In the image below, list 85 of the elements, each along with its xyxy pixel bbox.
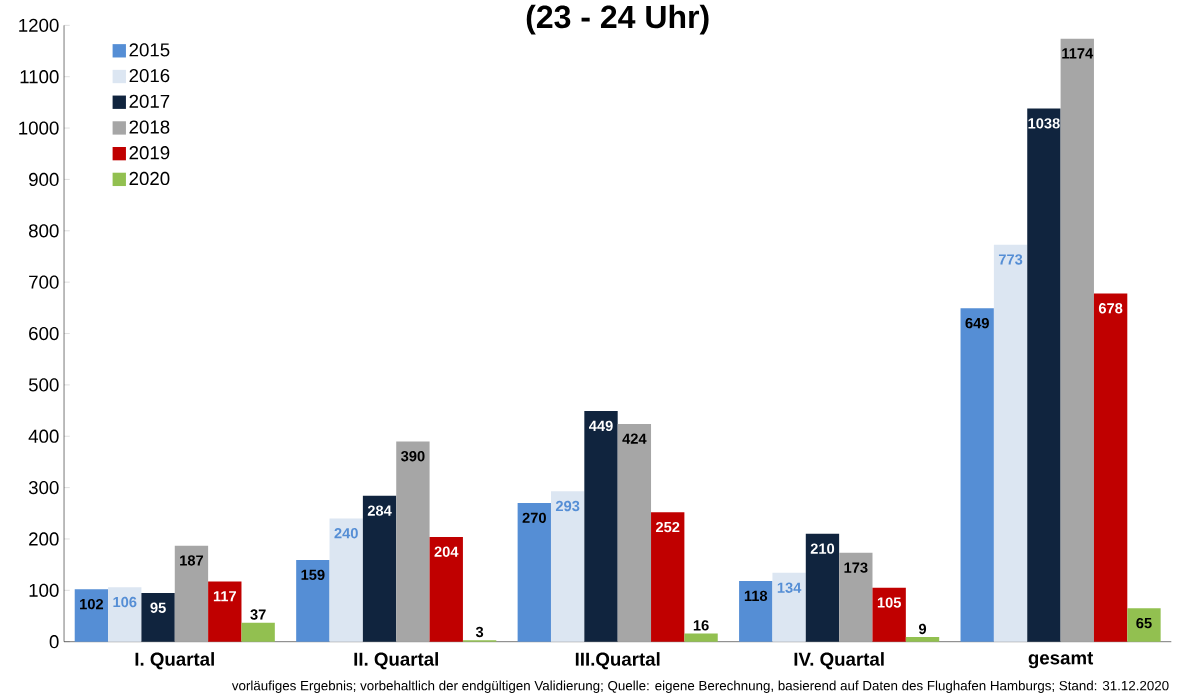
- legend-label: 2017: [129, 94, 170, 109]
- data-label: 210: [810, 543, 835, 554]
- data-label: 240: [334, 528, 358, 539]
- data-label: 159: [301, 569, 325, 581]
- bar: [108, 587, 142, 642]
- x-tick-label: III.Quartal: [575, 652, 660, 670]
- data-label: 187: [180, 555, 204, 566]
- y-tick-label: 500: [28, 378, 59, 392]
- y-tick-label: 300: [28, 481, 59, 495]
- bar: [1127, 608, 1161, 642]
- data-label: 1038: [1028, 118, 1060, 129]
- bar: [1093, 293, 1128, 642]
- text: vorläufiges Ergebnis; vorbehaltlich der endgültigen Validierung; Quelle: eigene Berechnung, basierend auf Daten des Flughafen Hamburgs; Stand: 31.12.2020: [231, 680, 1169, 694]
- data-label: 293: [555, 500, 580, 512]
- y-tick-label: 800: [28, 224, 59, 238]
- y-tick-label: 100: [29, 583, 59, 598]
- data-label: 106: [113, 597, 137, 608]
- bar: [617, 424, 652, 642]
- data-label: 449: [589, 420, 613, 432]
- bar: [1060, 38, 1094, 642]
- y-tick-label: 400: [28, 429, 59, 443]
- bar: [208, 581, 242, 642]
- x-tick-label: II. Quartal: [354, 652, 438, 670]
- y-tick-label: 600: [29, 327, 59, 341]
- data-label: 105: [877, 597, 901, 608]
- bar: [772, 573, 806, 642]
- data-label: 424: [622, 433, 647, 444]
- data-label: 95: [150, 602, 166, 614]
- data-label: 9: [918, 623, 927, 635]
- bar: [872, 587, 906, 642]
- legend-label: 2019: [129, 146, 170, 160]
- bar: [329, 518, 363, 642]
- bar: [517, 503, 551, 642]
- bar: [396, 441, 430, 642]
- y-tick-label: 200: [29, 532, 59, 546]
- data-label: 773: [998, 254, 1023, 265]
- data-label: 390: [401, 451, 425, 462]
- x-tick-label: gesamt: [1028, 652, 1094, 669]
- bar: [839, 552, 873, 642]
- y-tick-label: 1200: [19, 18, 59, 33]
- data-label: 1174: [1062, 48, 1094, 59]
- bar: [905, 637, 940, 642]
- data-label: 134: [777, 582, 802, 594]
- y-tick-label: 0: [49, 635, 59, 649]
- bar: [174, 545, 209, 642]
- bar: [993, 244, 1028, 642]
- bar: [651, 512, 685, 642]
- data-label: 252: [655, 522, 680, 533]
- y-tick-label: 900: [29, 172, 59, 187]
- chart-title: (23 - 24 Uhr): [526, 4, 709, 35]
- bar: [429, 537, 463, 642]
- data-label: 102: [80, 599, 104, 610]
- data-label: 649: [965, 318, 989, 329]
- bar: [241, 622, 275, 642]
- data-label: 173: [844, 562, 868, 573]
- bar: [739, 581, 773, 642]
- y-tick-label: 1000: [19, 121, 59, 135]
- y-tick-label: 700: [29, 275, 59, 289]
- bar: [296, 560, 330, 642]
- data-label: 117: [213, 591, 236, 602]
- legend-label: 2015: [129, 43, 170, 57]
- data-label: 118: [744, 590, 768, 602]
- data-label: 284: [367, 505, 392, 516]
- legend-label: 2016: [129, 69, 170, 83]
- bar: [1027, 108, 1061, 642]
- data-label: 65: [1136, 618, 1152, 629]
- data-label: 678: [1098, 303, 1123, 314]
- data-label: 3: [475, 626, 484, 638]
- bar: [74, 589, 109, 642]
- bar: [550, 491, 585, 642]
- y-tick-label: 1100: [20, 70, 59, 84]
- bar: [584, 411, 618, 642]
- bar: [141, 593, 175, 642]
- x-tick-label: IV. Quartal: [794, 652, 884, 670]
- bar: [362, 495, 397, 642]
- bar: [960, 308, 994, 642]
- bar: [684, 633, 718, 642]
- data-label: 270: [522, 512, 546, 524]
- data-label: 204: [434, 546, 459, 558]
- bar: [805, 533, 840, 642]
- data-label: 37: [250, 609, 266, 620]
- legend-label: 2020: [129, 171, 170, 186]
- data-label: 16: [693, 620, 709, 631]
- x-tick-label: I. Quartal: [135, 652, 214, 670]
- legend-label: 2018: [129, 120, 170, 134]
